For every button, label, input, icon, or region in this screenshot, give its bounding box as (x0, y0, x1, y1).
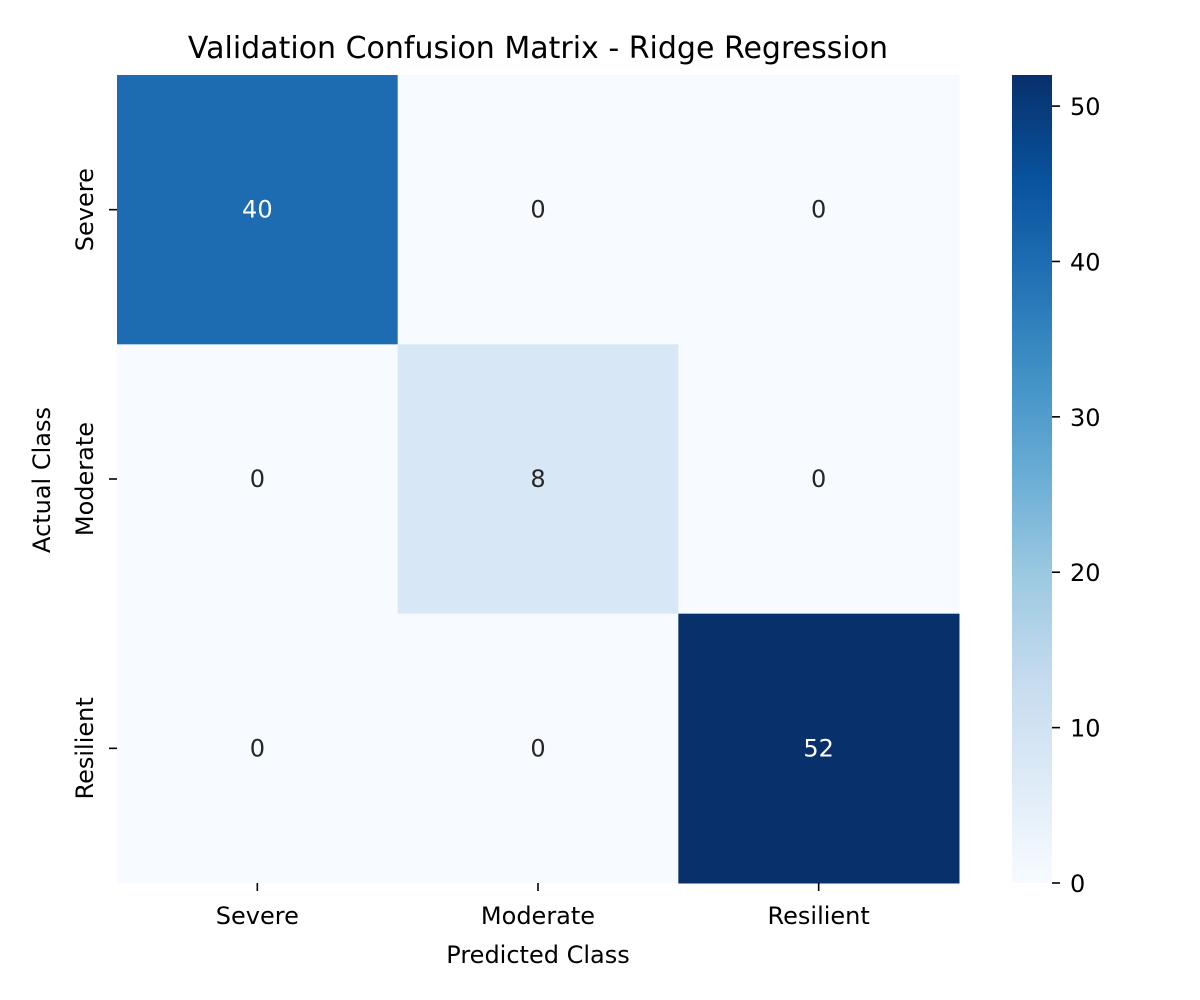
x-axis-label: Predicted Class (446, 941, 629, 969)
heatmap-cell-r2-c0 (117, 613, 399, 884)
y-tick-label-severe: Severe (71, 168, 99, 251)
heatmap-cell-r2-c1 (397, 613, 679, 884)
y-tick-label-resilient: Resilient (71, 697, 99, 799)
y-axis-ticks: Severe Moderate Resilient (71, 168, 117, 799)
heatmap-cell-r1-c1 (397, 344, 679, 615)
heatmap-cell-labels: 40 0 0 0 8 0 0 0 52 (242, 196, 834, 763)
x-axis-ticks: Severe Moderate Resilient (216, 883, 870, 930)
heatmap-cell-r0-c2 (678, 75, 960, 345)
x-tick-label-moderate: Moderate (481, 902, 595, 930)
colorbar-tick-label: 30 (1070, 404, 1101, 432)
cell-value-r1-c2: 0 (811, 465, 826, 493)
colorbar-tick-label: 40 (1070, 248, 1101, 276)
x-tick-label-resilient: Resilient (768, 902, 870, 930)
colorbar-tick-label: 50 (1070, 93, 1101, 121)
cell-value-r2-c0: 0 (250, 734, 265, 762)
cell-value-r1-c0: 0 (250, 465, 265, 493)
y-tick-label-moderate: Moderate (71, 422, 99, 536)
x-tick-label-severe: Severe (216, 902, 299, 930)
colorbar-tick-label: 20 (1070, 559, 1101, 587)
colorbar-tick-label: 0 (1070, 870, 1085, 898)
cell-value-r2-c1: 0 (530, 734, 545, 762)
heatmap-cells (117, 75, 960, 884)
heatmap-cell-r0-c1 (397, 75, 679, 345)
cell-value-r2-c2: 52 (803, 734, 834, 762)
heatmap-cell-r1-c2 (678, 344, 960, 615)
chart-title: Validation Confusion Matrix - Ridge Regr… (188, 31, 888, 66)
heatmap-cell-r2-c2 (678, 613, 960, 884)
cell-value-r0-c0: 40 (242, 196, 273, 224)
y-axis-label: Actual Class (28, 407, 56, 553)
colorbar-ticks: 0 10 20 30 40 50 (1052, 93, 1101, 898)
heatmap-cell-r0-c0 (117, 75, 399, 345)
heatmap-cell-r1-c0 (117, 344, 399, 615)
colorbar (1012, 75, 1052, 883)
cell-value-r1-c1: 8 (530, 465, 545, 493)
colorbar-tick-label: 10 (1070, 715, 1101, 743)
cell-value-r0-c2: 0 (811, 196, 826, 224)
cell-value-r0-c1: 0 (530, 196, 545, 224)
